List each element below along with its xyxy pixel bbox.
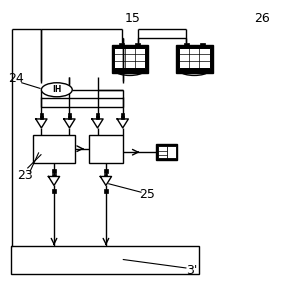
Bar	[184, 43, 189, 45]
Bar	[121, 113, 124, 117]
Bar	[96, 116, 99, 119]
Bar	[104, 169, 108, 172]
Polygon shape	[64, 119, 75, 128]
Polygon shape	[92, 119, 103, 128]
Bar	[179, 48, 210, 68]
Text: 3': 3'	[186, 264, 197, 277]
Bar	[158, 146, 175, 158]
Polygon shape	[49, 176, 60, 185]
Text: IH: IH	[52, 85, 61, 94]
Bar	[121, 116, 124, 119]
Bar	[200, 43, 205, 45]
Text: 15: 15	[125, 12, 140, 25]
Bar	[40, 113, 43, 117]
Ellipse shape	[41, 83, 72, 97]
Bar	[68, 113, 71, 117]
Bar	[10, 245, 199, 274]
Polygon shape	[117, 119, 128, 128]
Text: 25: 25	[139, 188, 155, 201]
Polygon shape	[36, 119, 47, 128]
Text: 23: 23	[17, 169, 32, 182]
Bar	[157, 145, 177, 160]
Bar	[114, 48, 145, 68]
Bar	[135, 43, 140, 45]
Bar	[52, 169, 56, 172]
Bar	[52, 189, 56, 193]
Bar	[89, 135, 123, 163]
Bar	[33, 135, 75, 163]
Bar	[68, 116, 71, 119]
Bar	[112, 45, 148, 73]
Bar	[40, 116, 43, 119]
Bar	[104, 174, 107, 176]
Bar	[176, 45, 213, 73]
Polygon shape	[100, 176, 112, 185]
Bar	[52, 174, 56, 176]
Bar	[96, 113, 99, 117]
Text: 26: 26	[254, 12, 270, 25]
Bar	[104, 189, 108, 193]
Bar	[119, 43, 124, 45]
Text: 24: 24	[8, 72, 24, 85]
